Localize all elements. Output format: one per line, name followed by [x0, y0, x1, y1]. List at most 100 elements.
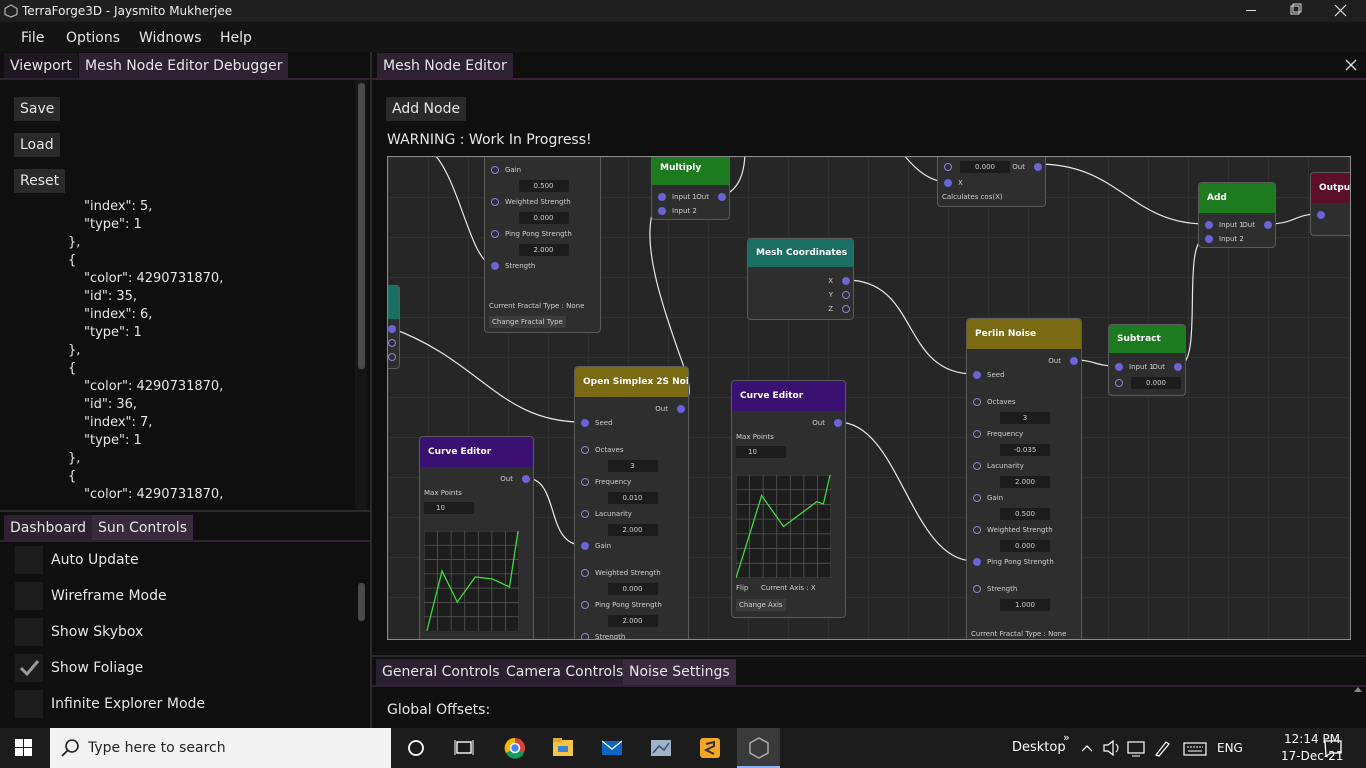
- input-field[interactable]: 0.000: [607, 583, 658, 595]
- menu-item[interactable]: Options: [66, 30, 121, 46]
- pin[interactable]: [388, 325, 396, 333]
- tab[interactable]: Noise Settings: [623, 659, 736, 685]
- pin[interactable]: [491, 166, 499, 174]
- pin[interactable]: [1264, 221, 1272, 229]
- scroll-arrow[interactable]: [1354, 687, 1362, 692]
- pin[interactable]: [1034, 163, 1042, 171]
- curve-graph[interactable]: [424, 531, 519, 631]
- node[interactable]: Subtract Input 1 Out 0.000: [1108, 324, 1186, 396]
- pin[interactable]: [388, 339, 396, 347]
- pin[interactable]: [491, 198, 499, 206]
- clock-date[interactable]: 17-Dec-21: [1281, 749, 1344, 763]
- node[interactable]: Perlin Noise Out Seed Octaves 3 Frequency -0.0…: [966, 318, 1082, 639]
- tab[interactable]: Viewport: [4, 53, 78, 79]
- language[interactable]: ENG: [1217, 741, 1243, 755]
- pin[interactable]: [581, 419, 589, 427]
- pin[interactable]: [842, 291, 850, 299]
- pin[interactable]: [973, 494, 981, 502]
- node[interactable]: Open Simplex 2S Noise Out Seed Octaves 3 Freq…: [574, 366, 689, 639]
- pin[interactable]: [581, 633, 589, 639]
- node[interactable]: 0.000 Out X Calculates cos(X): [937, 157, 1046, 207]
- pin[interactable]: [718, 193, 726, 201]
- curve-graph[interactable]: [736, 475, 831, 578]
- pin[interactable]: [581, 478, 589, 486]
- search-box[interactable]: [50, 728, 391, 768]
- pin[interactable]: [1174, 363, 1182, 371]
- input-field[interactable]: 2.000: [607, 524, 658, 536]
- pin[interactable]: [973, 371, 981, 379]
- pin[interactable]: [973, 430, 981, 438]
- window-controls[interactable]: [1230, 0, 1366, 22]
- close-button[interactable]: [1344, 58, 1358, 72]
- pin[interactable]: [1205, 235, 1213, 243]
- input-field[interactable]: 0.010: [607, 492, 658, 504]
- pin[interactable]: [658, 193, 666, 201]
- checkbox-label[interactable]: Show Skybox: [51, 624, 144, 640]
- input-field[interactable]: 2.000: [607, 615, 658, 627]
- toolbar-label[interactable]: Desktop: [1012, 740, 1066, 755]
- node[interactable]: Curve Editor Out Max Points 10: [419, 436, 534, 639]
- menu-item[interactable]: File: [21, 30, 45, 46]
- checkbox-label[interactable]: Infinite Explorer Mode: [51, 696, 206, 712]
- checkbox[interactable]: [15, 654, 43, 682]
- checkbox-label[interactable]: Wireframe Mode: [51, 588, 167, 604]
- pin[interactable]: [973, 558, 981, 566]
- pin[interactable]: [581, 510, 589, 518]
- button[interactable]: Add Node: [386, 97, 467, 121]
- button[interactable]: Save: [14, 97, 61, 121]
- notification-icon[interactable]: [1323, 738, 1343, 758]
- pin[interactable]: [944, 179, 952, 187]
- pin[interactable]: [973, 585, 981, 593]
- pin[interactable]: [388, 353, 396, 361]
- tab[interactable]: Sun Controls: [92, 515, 193, 541]
- menu-item[interactable]: Widnows: [139, 30, 202, 46]
- node-button[interactable]: Change Axis: [736, 599, 786, 611]
- input-field[interactable]: 0.000: [1131, 377, 1181, 389]
- input-field[interactable]: 10: [736, 446, 786, 458]
- node[interactable]: Multiply Input 1 Out Input 2: [651, 157, 730, 220]
- tab[interactable]: Mesh Node Editor Debugger: [79, 53, 289, 79]
- tab[interactable]: Camera Controls: [500, 659, 630, 685]
- pin[interactable]: [522, 475, 530, 483]
- pin[interactable]: [842, 305, 850, 313]
- pin[interactable]: [834, 419, 842, 427]
- pin[interactable]: [973, 398, 981, 406]
- input-field[interactable]: 3: [1000, 412, 1050, 424]
- input-field[interactable]: 0.000: [1000, 540, 1050, 552]
- node[interactable]: Mesh Coordinates X Y Z: [747, 238, 854, 320]
- pin[interactable]: [581, 542, 589, 550]
- input-field[interactable]: -0.035: [1000, 444, 1050, 456]
- checkbox[interactable]: [15, 546, 43, 574]
- pin[interactable]: [1115, 363, 1123, 371]
- checkbox[interactable]: [15, 582, 43, 610]
- pin[interactable]: [973, 462, 981, 470]
- tab[interactable]: Dashboard: [4, 515, 92, 541]
- tray-icons[interactable]: [1080, 738, 1210, 758]
- checkbox-label[interactable]: Auto Update: [51, 552, 139, 568]
- input-field[interactable]: 10: [424, 502, 474, 514]
- pin[interactable]: [581, 569, 589, 577]
- pin[interactable]: [491, 262, 499, 270]
- pin[interactable]: [1317, 211, 1325, 219]
- node[interactable]: Add Input 1 Out Input 2: [1198, 182, 1276, 248]
- pin[interactable]: [1205, 221, 1213, 229]
- scrollbar-thumb[interactable]: [358, 583, 365, 621]
- pin[interactable]: [658, 207, 666, 215]
- button[interactable]: Reset: [14, 169, 66, 193]
- pin[interactable]: [491, 230, 499, 238]
- pin[interactable]: [944, 163, 952, 171]
- node-button[interactable]: Change Fractal Type: [489, 316, 566, 328]
- button[interactable]: Load: [14, 133, 60, 157]
- node[interactable]: [388, 285, 400, 369]
- input-field[interactable]: 0.000: [518, 212, 569, 224]
- pin[interactable]: [1115, 379, 1123, 387]
- checkbox[interactable]: [15, 690, 43, 718]
- input-field[interactable]: 0.500: [518, 180, 569, 192]
- pin[interactable]: [842, 277, 850, 285]
- node[interactable]: Curve Editor Out Max Points 10 Flip Current A…: [731, 380, 846, 618]
- start-button[interactable]: [15, 739, 33, 757]
- node[interactable]: Gain 0.500 Weighted Strength 0.000 Ping Pong…: [484, 157, 601, 333]
- taskbar-icons[interactable]: [400, 728, 780, 768]
- node-canvas[interactable]: Gain 0.500 Weighted Strength 0.000 Ping Pong…: [387, 156, 1351, 640]
- pin[interactable]: [581, 446, 589, 454]
